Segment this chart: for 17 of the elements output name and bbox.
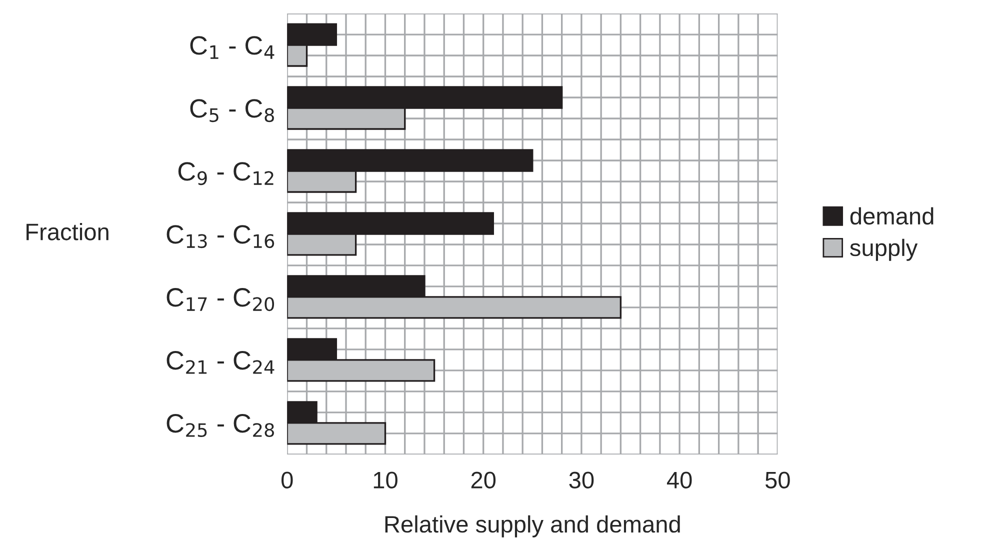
- legend-label: supply: [850, 238, 918, 261]
- x-tick-label: 0: [281, 472, 293, 488]
- y-tick-label: C$_{9}$ - C$_{12}$: [178, 162, 274, 186]
- x-tick-label: 40: [666, 472, 692, 488]
- y-tick-label: C$_{21}$ - C$_{24}$: [166, 351, 274, 374]
- x-tick-label: 10: [374, 472, 398, 488]
- x-tick-label: 50: [765, 472, 790, 488]
- y-axis-title: Fraction: [26, 222, 108, 240]
- x-tick-label: 20: [471, 472, 496, 488]
- y-tick-label: C$_{13}$ - C$_{16}$: [166, 225, 274, 248]
- y-tick-label: C$_{5}$ - C$_{8}$: [190, 99, 274, 122]
- y-tick-label: C$_{1}$ - C$_{4}$: [190, 36, 274, 59]
- legend-label: demand: [850, 207, 934, 225]
- y-tick-label: C$_{25}$ - C$_{28}$: [166, 414, 274, 438]
- x-axis-title: Relative supply and demand: [385, 515, 680, 538]
- x-tick-label: 30: [569, 472, 594, 488]
- y-tick-label: C$_{17}$ - C$_{20}$: [166, 288, 274, 312]
